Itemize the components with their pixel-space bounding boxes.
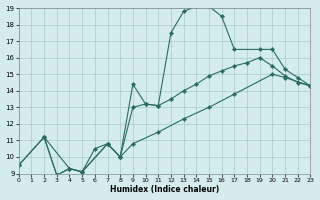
X-axis label: Humidex (Indice chaleur): Humidex (Indice chaleur) xyxy=(110,185,219,194)
